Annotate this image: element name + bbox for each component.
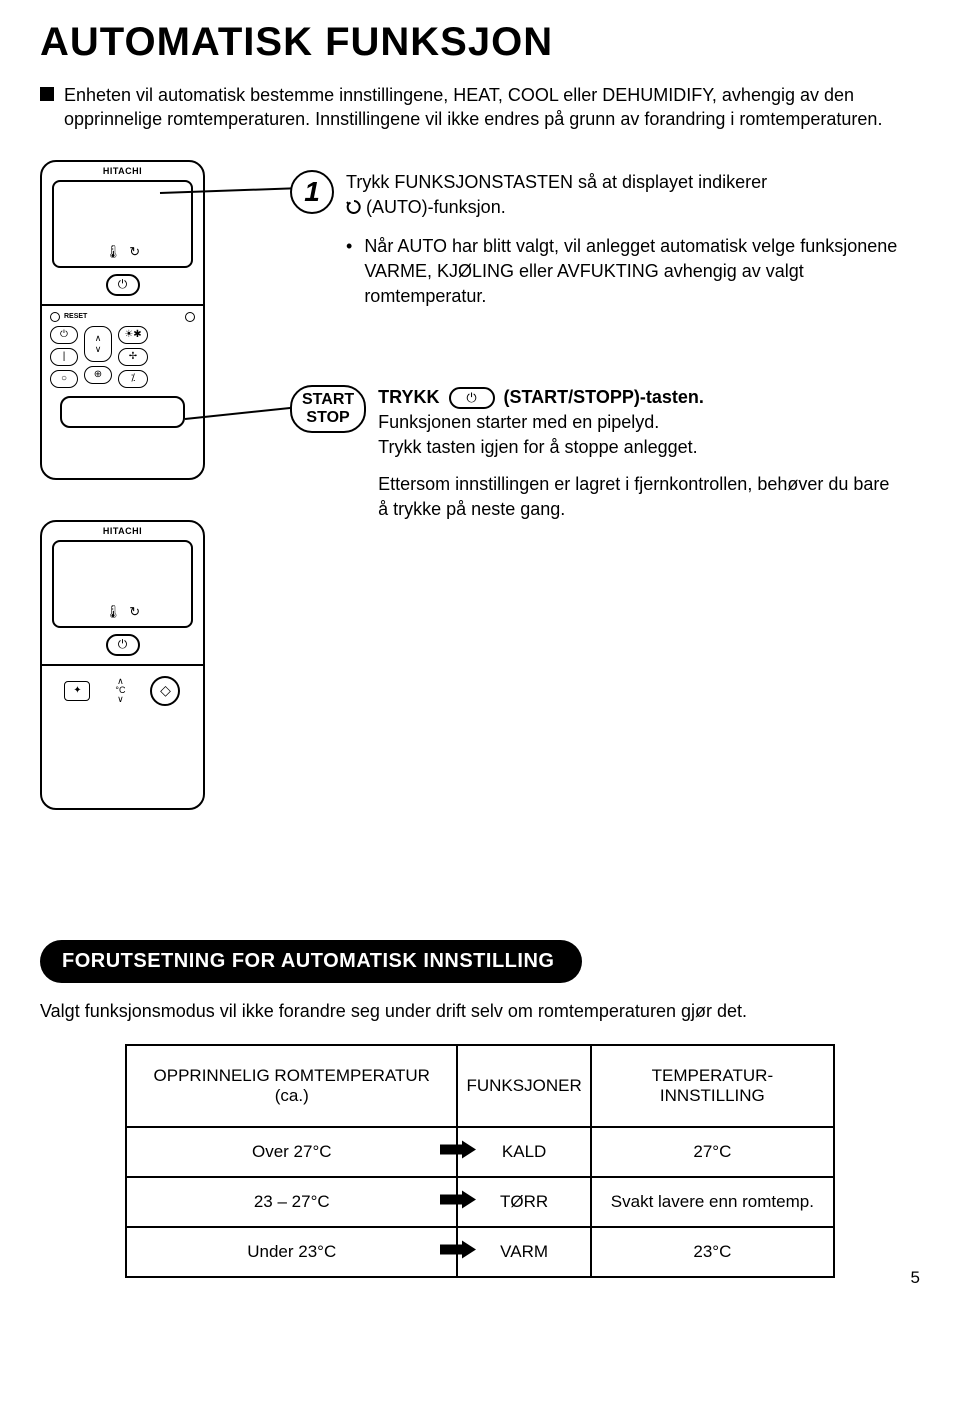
arrow-icon [440,1190,476,1213]
reset-label: RESET [64,313,87,320]
swing-button-icon: ⁒ [118,370,148,388]
on-button-icon: | [50,348,78,366]
arrow-icon [440,1240,476,1263]
step-1-text-a: Trykk FUNKSJONSTASTEN så at displayet in… [346,172,767,192]
square-bullet-icon [40,87,54,101]
auto-symbol-icon [346,197,362,222]
mode-circle-icon: ◇ [150,676,180,706]
step-2-paragraph-2: Ettersom innstillingen er lagret i fjern… [378,472,900,522]
fan-button-icon: ✢ [118,348,148,366]
step-2-callout: START STOP TRYKK ⏻ (START/STOPP)-tasten.… [290,385,900,535]
remote-illustration-open: HITACHI 🌡 ↻ ⏻ RESET ⏻ | ○ ∧∨ [40,160,205,480]
table-header-col2: FUNKSJONER [457,1045,590,1127]
table-cell-func: KALD [457,1127,590,1177]
screen-icons: 🌡 ↻ [105,244,140,260]
auto-cycle-icon: ↻ [129,244,140,260]
stop-label: STOP [302,409,354,427]
indicator-hole-icon [185,312,195,322]
auto-cycle-icon-2: ↻ [129,604,140,620]
power-button-inline-icon: ⏻ [449,387,495,409]
table-header-col3: TEMPERATUR-INNSTILLING [591,1045,834,1127]
bullet-dot-icon: • [346,234,352,310]
remote-brand-label: HITACHI [42,162,203,178]
arrow-icon [440,1140,476,1163]
subsection-text: Valgt funksjonsmodus vil ikke forandre s… [40,1001,920,1022]
intro-text: Enheten vil automatisk bestemme innstill… [64,83,920,132]
mode1-button-icon: ☀✱ [118,326,148,344]
table-header-row: OPPRINNELIG ROMTEMPERATUR (ca.) FUNKSJON… [126,1045,834,1127]
table-cell-func: VARM [457,1227,590,1277]
table-cell-func: TØRR [457,1177,590,1227]
remote-brand-label-2: HITACHI [42,522,203,538]
clock-button-icon: ⊕ [84,366,112,384]
off-button-icon: ○ [50,370,78,388]
table-cell-temp: Over 27°C [126,1127,457,1177]
step-1-bullet-text: Når AUTO har blitt valgt, vil anlegget a… [364,234,900,310]
step-1-text-b: (AUTO)-funksjon. [366,197,506,217]
table-row: Over 27°CKALD27°C [126,1127,834,1177]
step-2-line2: Funksjonen starter med en pipelyd. [378,412,659,432]
step-1-callout: 1 Trykk FUNKSJONSTASTEN så at displayet … [290,170,900,310]
page-number: 5 [911,1268,920,1288]
power-button-icon-2: ⏻ [106,634,140,656]
sleep-button-icon: ✦ [64,681,90,701]
table-cell-setting: Svakt lavere enn romtemp. [591,1177,834,1227]
remote-blank-panel [60,396,185,428]
remote-button-panel: RESET ⏻ | ○ ∧∨ ⊕ ☀✱ ✢ ⁒ [42,304,203,436]
updown-button-icon: ∧∨ [84,326,112,362]
step-2-line3: Trykk tasten igjen for å stoppe anlegget… [378,437,698,457]
step-1-bullet: • Når AUTO har blitt valgt, vil anlegget… [346,234,900,310]
table-cell-setting: 23°C [591,1227,834,1277]
page-title: AUTOMATISK FUNKSJON [40,20,920,65]
subsection-header: FORUTSETNING FOR AUTOMATISK INNSTILLING [40,940,582,983]
step-2-paragraph-1: TRYKK ⏻ (START/STOPP)-tasten. Funksjonen… [378,385,900,461]
temp-updown-icon: ∧°C∨ [115,677,125,704]
step-1-paragraph: Trykk FUNKSJONSTASTEN så at displayet in… [346,170,900,222]
step-1-body: Trykk FUNKSJONSTASTEN så at displayet in… [346,170,900,310]
reset-hole-icon [50,312,60,322]
content-area: HITACHI 🌡 ↻ ⏻ RESET ⏻ | ○ ∧∨ [40,160,920,780]
tasten-label: (START/STOPP)-tasten. [504,387,704,407]
start-stop-oval: START STOP [290,385,366,434]
remote-illustration-closed: HITACHI 🌡 ↻ ⏻ ✦ ∧°C∨ ◇ [40,520,205,810]
trykk-label: TRYKK [378,387,439,407]
intro-block: Enheten vil automatisk bestemme innstill… [40,83,920,132]
step-2-body: TRYKK ⏻ (START/STOPP)-tasten. Funksjonen… [378,385,900,535]
table-row: 23 – 27°CTØRRSvakt lavere enn romtemp. [126,1177,834,1227]
step-2-icon: START STOP [290,385,366,434]
remote-screen-2: 🌡 ↻ [52,540,193,628]
start-label: START [302,391,354,409]
step-1-icon: 1 [290,170,334,214]
temperature-table: OPPRINNELIG ROMTEMPERATUR (ca.) FUNKSJON… [125,1044,835,1278]
screen-icons-2: 🌡 ↻ [105,604,140,620]
thermometer-icon-2: 🌡 [105,604,122,620]
table-cell-temp: 23 – 27°C [126,1177,457,1227]
timer-button-icon: ⏻ [50,326,78,344]
step-number-circle: 1 [290,170,334,214]
table-header-col1: OPPRINNELIG ROMTEMPERATUR (ca.) [126,1045,457,1127]
remote-cover-panel: ✦ ∧°C∨ ◇ [42,664,203,714]
table-row: Under 23°CVARM23°C [126,1227,834,1277]
power-button-icon: ⏻ [106,274,140,296]
table-cell-temp: Under 23°C [126,1227,457,1277]
table-cell-setting: 27°C [591,1127,834,1177]
thermometer-icon: 🌡 [105,244,122,260]
